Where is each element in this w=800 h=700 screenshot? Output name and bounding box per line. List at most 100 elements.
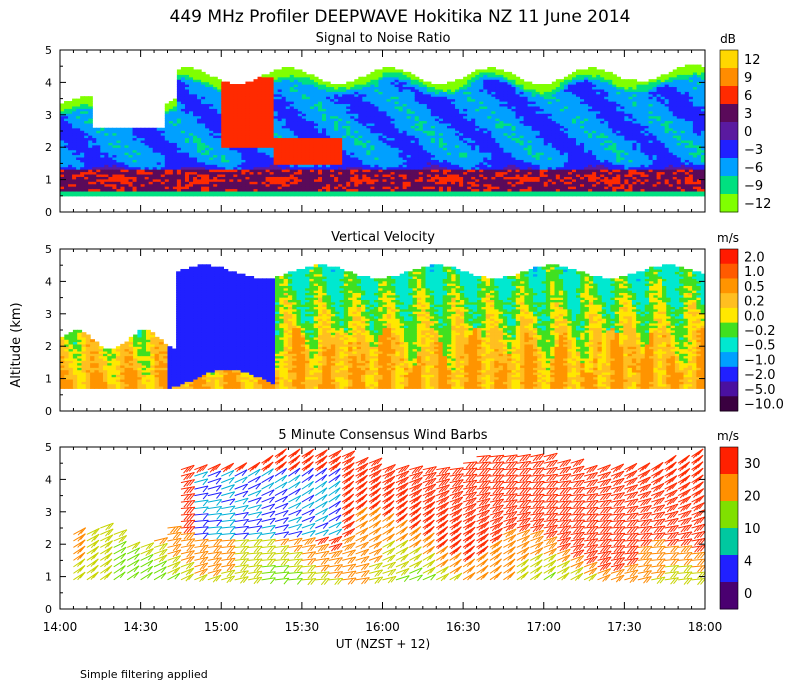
snr-cell <box>366 183 372 187</box>
snr-cell <box>318 154 323 158</box>
snr-cell <box>140 139 146 143</box>
snr-cell <box>285 88 291 92</box>
snr-cell <box>156 178 162 182</box>
snr-cell <box>257 130 263 134</box>
snr-cell <box>164 147 170 151</box>
snr-cell <box>152 147 158 151</box>
snr-cell <box>64 103 69 107</box>
snr-cell <box>430 193 436 197</box>
snr-cell <box>386 154 392 158</box>
snr-cell <box>197 84 202 88</box>
snr-cell <box>100 181 105 185</box>
snr-cell <box>205 154 210 158</box>
snr-cell <box>84 130 89 134</box>
snr-cell <box>495 132 501 136</box>
snr-cell <box>442 173 448 177</box>
snr-cell <box>261 149 267 153</box>
snr-cell <box>499 101 505 105</box>
snr-cell <box>346 120 351 124</box>
snr-cell <box>257 178 263 182</box>
snr-cell <box>305 135 311 139</box>
snr-cell <box>414 110 420 114</box>
snr-cell <box>273 154 279 158</box>
snr-cell <box>475 159 480 163</box>
snr-cell <box>209 115 214 119</box>
snr-cell <box>257 139 263 143</box>
snr-cell <box>164 108 170 112</box>
snr-cell <box>285 193 291 197</box>
snr-cell <box>72 149 77 153</box>
snr-cell <box>160 176 166 180</box>
snr-cell <box>265 156 271 160</box>
snr-cell <box>358 152 363 156</box>
snr-cell <box>164 181 170 185</box>
snr-cell <box>229 108 234 112</box>
snr-cell <box>273 113 279 117</box>
snr-cell <box>180 176 186 180</box>
snr-cell <box>491 181 496 185</box>
snr-cell <box>297 122 303 126</box>
snr-cell <box>269 186 275 190</box>
snr-cell <box>479 186 484 190</box>
snr-cell <box>386 156 392 160</box>
snr-cell <box>172 190 178 194</box>
snr-cell <box>326 88 331 92</box>
snr-cell <box>189 76 194 80</box>
snr-cell <box>201 173 206 177</box>
snr-cell <box>229 103 234 107</box>
snr-cell <box>390 161 396 165</box>
snr-cell <box>398 181 404 185</box>
snr-cell <box>330 164 335 168</box>
snr-cell <box>261 101 267 105</box>
snr-cell <box>120 127 126 131</box>
snr-cell <box>213 169 218 173</box>
snr-cell <box>414 186 420 190</box>
snr-cell <box>273 81 279 85</box>
snr-cell <box>418 115 424 119</box>
snr-cell <box>72 164 77 168</box>
snr-cell <box>197 103 202 107</box>
snr-cell <box>172 164 178 168</box>
snr-cell <box>378 108 384 112</box>
snr-cell <box>370 166 376 170</box>
snr-cell <box>475 142 480 146</box>
snr-cell <box>281 149 287 153</box>
snr-cell <box>382 132 388 136</box>
snr-cell <box>402 186 408 190</box>
snr-cell <box>418 193 424 197</box>
snr-cell <box>338 118 343 122</box>
snr-cell <box>229 193 234 197</box>
snr-cell <box>479 152 484 156</box>
snr-cell <box>233 169 238 173</box>
snr-cell <box>261 127 267 131</box>
snr-cell <box>442 118 448 122</box>
snr-cell <box>241 159 247 163</box>
snr-cell <box>499 132 505 136</box>
snr-cell <box>418 122 424 126</box>
snr-cell <box>366 135 372 139</box>
snr-cell <box>237 96 243 100</box>
snr-cell <box>168 103 174 107</box>
snr-cell <box>350 84 355 88</box>
snr-cell <box>326 169 331 173</box>
snr-cell <box>293 125 299 129</box>
snr-cell <box>100 171 105 175</box>
snr-cell <box>467 122 472 126</box>
snr-cell <box>221 183 226 187</box>
snr-cell <box>374 178 380 182</box>
snr-cell <box>422 149 428 153</box>
snr-cell <box>144 154 150 158</box>
snr-cell <box>164 169 170 173</box>
snr-cell <box>273 186 279 190</box>
snr-cell <box>217 139 222 143</box>
snr-cell <box>459 176 464 180</box>
snr-cell <box>148 173 154 177</box>
snr-cell <box>309 169 315 173</box>
snr-cell <box>293 186 299 190</box>
snr-heatmap <box>60 64 705 197</box>
snr-cell <box>434 110 440 114</box>
snr-cell <box>184 71 190 75</box>
snr-cell <box>338 122 343 126</box>
snr-cell <box>366 76 372 80</box>
snr-cell <box>442 156 448 160</box>
